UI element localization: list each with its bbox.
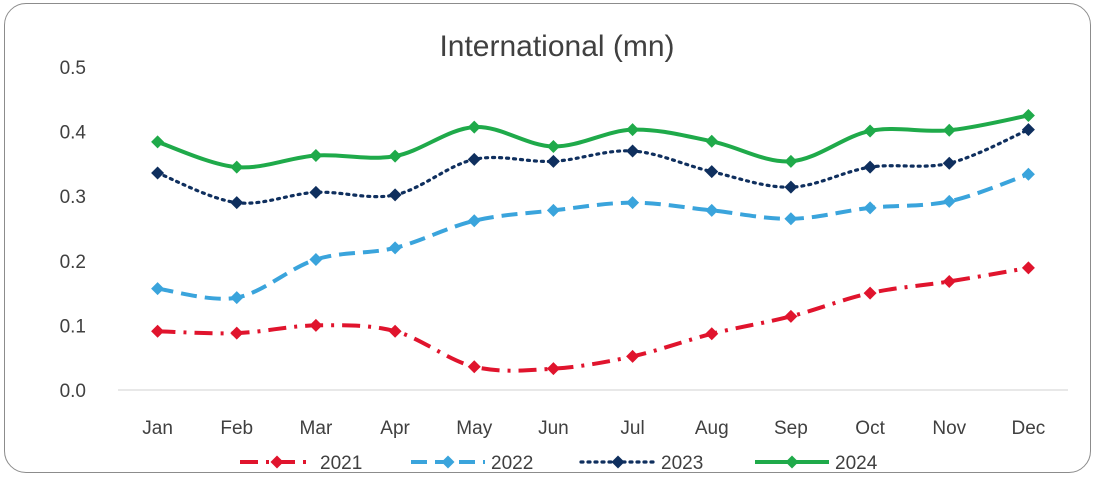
data-point	[309, 149, 323, 163]
x-tick-label: Feb	[220, 418, 253, 439]
legend-label: 2022	[491, 453, 533, 474]
data-point	[784, 180, 798, 194]
x-tick-label: Oct	[855, 418, 885, 439]
data-point	[1021, 261, 1035, 275]
series-2023	[151, 123, 1035, 210]
data-point	[1021, 123, 1035, 137]
data-point	[467, 152, 481, 166]
legend-label: 2023	[661, 453, 703, 474]
y-tick-label: 0.1	[60, 316, 86, 337]
legend-marker	[785, 455, 799, 469]
series-2024	[151, 108, 1035, 174]
data-point	[309, 185, 323, 199]
data-point	[705, 165, 719, 179]
legend-item-2024: 2024	[755, 453, 878, 474]
series-line-2021	[157, 265, 1029, 373]
x-tick-label: Sep	[774, 418, 808, 439]
data-point	[546, 139, 560, 153]
data-point	[230, 291, 244, 305]
data-point	[942, 194, 956, 208]
data-point	[151, 282, 165, 296]
data-point	[1021, 108, 1035, 122]
legend-item-2021: 2021	[240, 453, 362, 474]
legend-item-2023: 2023	[579, 453, 703, 474]
data-point	[784, 309, 798, 323]
data-point	[863, 201, 877, 215]
y-tick-label: 0.3	[60, 187, 86, 208]
x-tick-label: Nov	[932, 418, 966, 439]
data-point	[626, 123, 640, 137]
data-point	[942, 156, 956, 170]
data-point	[151, 166, 165, 180]
data-point	[151, 324, 165, 338]
data-point	[546, 362, 560, 376]
x-tick-label: May	[456, 418, 492, 439]
data-point	[467, 214, 481, 228]
y-tick-label: 0.2	[60, 252, 86, 273]
series-2022	[151, 167, 1035, 305]
legend-marker	[270, 455, 284, 469]
series-line-2024	[156, 113, 1029, 170]
x-tick-label: Dec	[1012, 418, 1046, 439]
data-point	[151, 135, 165, 149]
y-tick-label: 0.4	[60, 123, 87, 144]
legend-label: 2021	[320, 453, 362, 474]
x-tick-label: Jan	[142, 418, 173, 439]
x-tick-label: Mar	[300, 418, 333, 439]
data-point	[546, 203, 560, 217]
x-tick-label: Apr	[380, 418, 410, 439]
data-point	[784, 212, 798, 226]
data-point	[626, 196, 640, 210]
data-point	[705, 134, 719, 148]
plot-area	[151, 108, 1035, 376]
series-2021	[151, 261, 1035, 376]
x-tick-label: Jul	[620, 418, 644, 439]
data-point	[863, 124, 877, 138]
data-point	[467, 120, 481, 134]
legend-label: 2024	[835, 453, 878, 474]
x-tick-label: Jun	[538, 418, 569, 439]
data-point	[942, 274, 956, 288]
data-point	[1021, 167, 1035, 181]
data-point	[388, 324, 402, 338]
chart-frame	[4, 3, 1091, 473]
series-line-2023	[155, 128, 1031, 205]
data-point	[230, 160, 244, 174]
axes: 0.0 0.1 0.2 0.3 0.4 0.5 Jan Feb Mar Apr May Jun Jul A…	[60, 58, 1068, 439]
chart-title: International (mn)	[439, 30, 674, 63]
data-point	[626, 144, 640, 158]
data-point	[863, 286, 877, 300]
data-point	[388, 188, 402, 202]
data-point	[705, 327, 719, 341]
x-tick-label: Aug	[695, 418, 729, 439]
data-point	[230, 326, 244, 340]
data-point	[942, 123, 956, 137]
data-point	[467, 360, 481, 374]
data-point	[546, 154, 560, 168]
legend-marker	[441, 455, 455, 469]
series-line-2022	[157, 172, 1030, 301]
data-point	[309, 253, 323, 267]
data-point	[863, 160, 877, 174]
data-point	[309, 318, 323, 332]
data-point	[784, 154, 798, 168]
y-tick-label: 0.0	[60, 381, 86, 402]
legend-marker	[611, 455, 625, 469]
legend-item-2022: 2022	[411, 453, 533, 474]
data-point	[626, 349, 640, 363]
legend: 2021 2022 2023 2024	[240, 453, 878, 474]
data-point	[388, 241, 402, 255]
data-point	[388, 149, 402, 163]
data-point	[230, 196, 244, 210]
y-tick-label: 0.5	[60, 58, 86, 79]
data-point	[705, 203, 719, 217]
